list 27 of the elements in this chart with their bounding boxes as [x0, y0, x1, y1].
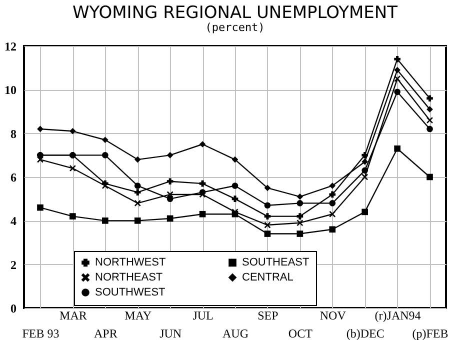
x-tick-label: AUG	[222, 326, 249, 340]
chart-title: WYOMING REGIONAL UNEMPLOYMENT	[72, 3, 398, 23]
y-tick-label: 8	[10, 126, 16, 141]
legend-label: CENTRAL	[242, 272, 294, 284]
x-tick-label: MAY	[124, 308, 152, 322]
x-tick-label: MAR	[60, 308, 87, 322]
x-tick-label: (r)JAN94	[374, 308, 421, 322]
y-tick-label: 2	[10, 258, 16, 272]
y-tick-label: 0	[10, 302, 16, 316]
x-tick-label: APR	[94, 326, 118, 340]
legend-label: SOUTHEAST	[242, 256, 310, 269]
legend-label: SOUTHWEST	[95, 286, 166, 298]
x-tick-label: OCT	[288, 326, 314, 340]
x-tick-label: FEB 93	[22, 326, 60, 340]
y-tick-label: 6	[10, 170, 16, 184]
x-tick-label: (p)FEB	[412, 326, 448, 340]
legend-label: NORTHWEST	[95, 256, 166, 269]
legend-label: NORTHEAST	[95, 272, 163, 284]
y-tick-label: 10	[4, 83, 16, 98]
chart-subtitle: (percent)	[205, 21, 265, 34]
x-tick-label: JUL	[192, 308, 214, 322]
x-tick-label: NOV	[320, 308, 346, 322]
x-tick-label: JUN	[160, 326, 182, 340]
x-tick-label: (b)DEC	[346, 326, 384, 340]
x-tick-label: SEP	[258, 308, 279, 322]
y-tick-label: 12	[4, 40, 16, 54]
y-tick-label: 4	[10, 214, 16, 228]
